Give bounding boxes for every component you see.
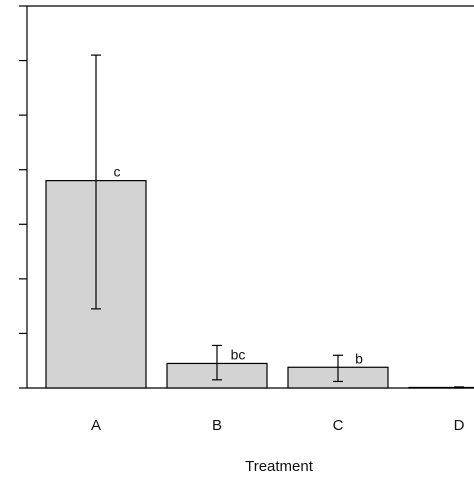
- x-axis-title: Treatment: [245, 458, 314, 474]
- significance-label-A: c: [114, 164, 121, 180]
- significance-label-B: bc: [231, 346, 246, 362]
- error-bar-D: [454, 386, 464, 389]
- significance-label-C: b: [355, 350, 363, 366]
- x-tick-label-C: C: [333, 417, 344, 434]
- x-tick-label-A: A: [91, 417, 101, 434]
- error-bar-C: [333, 354, 343, 383]
- error-bars: [91, 54, 464, 389]
- x-tick-label-B: B: [212, 417, 222, 434]
- bar-D: [408, 386, 474, 389]
- bars: [45, 180, 474, 389]
- y-axis-ticks: [19, 5, 27, 389]
- x-tick-label-D: D: [454, 417, 465, 434]
- error-bar-A: [91, 54, 101, 310]
- significance-labels: c bc b: [114, 164, 364, 367]
- x-axis-tick-labels: A B C D: [91, 417, 465, 434]
- error-bar-B: [212, 344, 222, 381]
